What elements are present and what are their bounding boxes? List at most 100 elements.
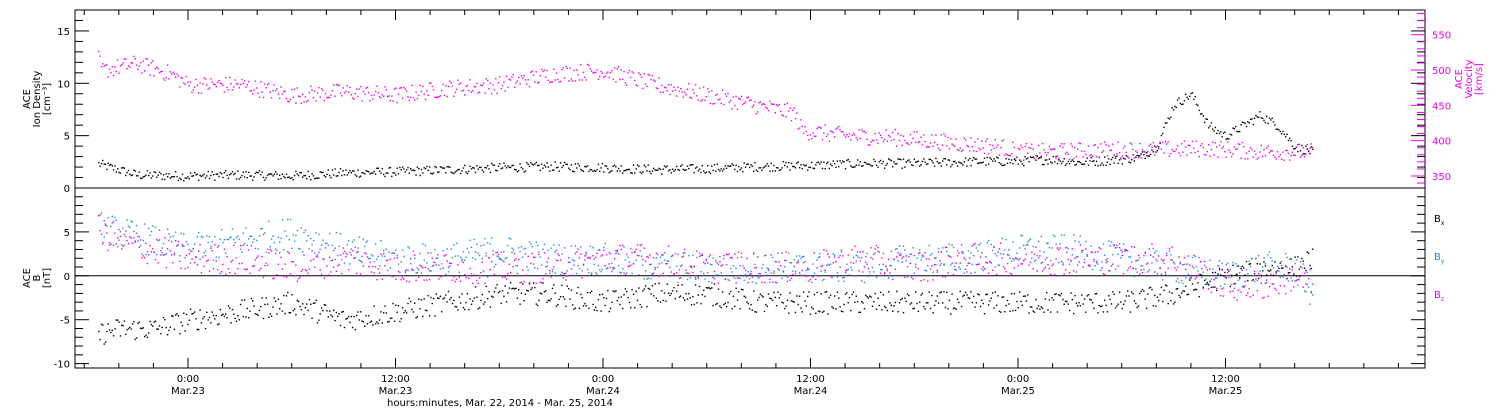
data-point-velocity: [912, 137, 914, 139]
data-point-bx: [1305, 269, 1307, 272]
data-point-by: [790, 262, 793, 264]
data-point-velocity: [1009, 154, 1011, 157]
data-point-bz: [504, 276, 506, 278]
data-point-bx: [195, 318, 197, 320]
data-point-density: [955, 162, 957, 164]
data-point-velocity: [1116, 153, 1118, 155]
data-point-by: [1124, 248, 1126, 251]
data-point-velocity: [455, 88, 458, 90]
data-point-bx: [121, 324, 123, 327]
data-point-by: [856, 255, 859, 257]
data-point-density: [593, 169, 595, 172]
data-point-by: [524, 247, 527, 250]
data-point-by: [1297, 284, 1299, 286]
data-point-bx: [415, 317, 417, 319]
data-point-velocity: [176, 73, 178, 75]
data-point-density: [1233, 128, 1235, 130]
data-point-velocity: [940, 134, 942, 136]
data-point-by: [929, 254, 932, 256]
data-point-velocity: [900, 134, 902, 137]
data-point-velocity: [135, 64, 138, 66]
data-point-bz: [293, 275, 296, 277]
data-point-by: [704, 278, 706, 280]
data-point-bz: [708, 255, 710, 258]
data-point-by: [289, 218, 292, 221]
data-point-bz: [669, 266, 671, 269]
data-point-bz: [742, 275, 744, 277]
data-point-velocity: [971, 146, 974, 148]
data-point-density: [115, 171, 117, 173]
data-point-velocity: [566, 67, 568, 70]
data-point-bx: [723, 303, 725, 306]
data-point-bx: [166, 334, 169, 336]
data-point-bz: [303, 254, 305, 256]
data-point-density: [581, 169, 583, 172]
data-point-by: [526, 266, 528, 268]
data-point-velocity: [491, 93, 493, 95]
data-point-by: [1141, 265, 1144, 267]
data-point-bx: [725, 306, 728, 308]
data-point-density: [1270, 119, 1272, 121]
data-point-bz: [423, 279, 425, 281]
data-point-velocity: [1156, 145, 1159, 147]
data-point-bz: [847, 254, 849, 256]
data-point-by: [1309, 303, 1311, 305]
data-point-density: [1020, 160, 1022, 163]
data-point-by: [509, 238, 512, 240]
data-point-by: [940, 263, 942, 265]
data-point-bz: [323, 277, 325, 279]
data-point-velocity: [829, 130, 832, 132]
data-point-density: [1110, 158, 1113, 161]
data-point-bx: [877, 297, 879, 299]
data-point-velocity: [1244, 158, 1246, 160]
data-point-bz: [302, 268, 304, 271]
data-point-velocity: [1073, 157, 1075, 160]
data-point-by: [692, 254, 694, 257]
data-point-bz: [626, 253, 628, 255]
data-point-velocity: [354, 93, 356, 95]
data-point-bx: [865, 294, 867, 297]
data-point-bx: [642, 290, 644, 292]
data-point-velocity: [978, 147, 980, 150]
data-point-by: [1004, 249, 1006, 251]
data-point-bz: [485, 255, 487, 257]
data-point-velocity: [231, 89, 234, 91]
data-point-velocity: [365, 87, 367, 89]
data-point-velocity: [570, 78, 573, 80]
data-point-bx: [685, 293, 687, 295]
data-point-bx: [500, 302, 502, 304]
data-point-bx: [1100, 305, 1102, 308]
data-point-bx: [230, 322, 232, 324]
data-point-bx: [106, 330, 108, 333]
data-point-bx: [800, 307, 802, 309]
data-point-density: [671, 168, 674, 170]
data-point-velocity: [1025, 143, 1028, 145]
data-point-density: [434, 165, 436, 168]
data-point-bz: [786, 280, 789, 282]
data-point-density: [1013, 158, 1015, 160]
data-point-bz: [807, 267, 809, 269]
data-point-velocity: [657, 87, 659, 90]
data-point-bz: [793, 265, 795, 268]
data-point-velocity: [488, 88, 490, 90]
data-point-density: [680, 165, 682, 167]
data-point-velocity: [704, 99, 706, 102]
data-point-bx: [684, 299, 686, 301]
data-point-bx: [620, 296, 622, 298]
data-point-velocity: [104, 64, 107, 66]
data-point-by: [936, 271, 938, 273]
data-point-velocity: [1060, 143, 1063, 145]
data-point-velocity: [1152, 141, 1154, 144]
data-point-bx: [200, 322, 203, 324]
data-point-bx: [774, 296, 776, 299]
data-point-by: [568, 257, 570, 259]
data-point-density: [603, 171, 605, 173]
data-point-bz: [327, 274, 329, 276]
data-point-velocity: [701, 99, 703, 101]
data-point-density: [264, 179, 266, 181]
data-point-velocity: [234, 79, 236, 81]
data-point-bx: [487, 298, 489, 300]
data-point-density: [1275, 128, 1277, 130]
data-point-density: [1191, 92, 1194, 94]
data-point-density: [424, 167, 427, 170]
